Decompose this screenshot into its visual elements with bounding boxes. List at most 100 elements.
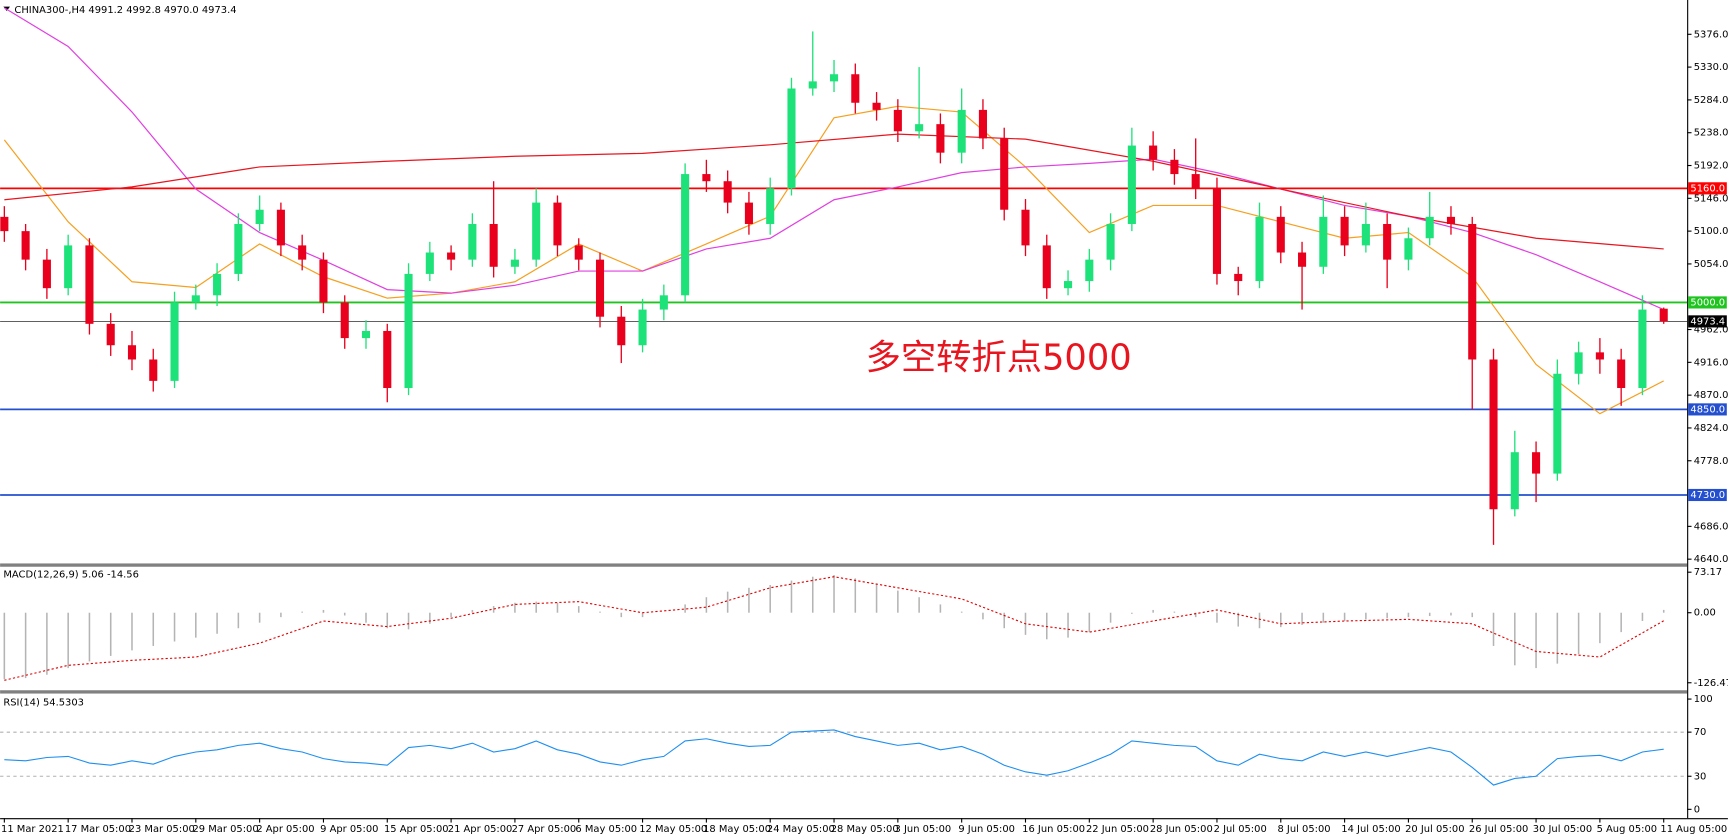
candle-body bbox=[170, 302, 179, 381]
candle-body bbox=[21, 231, 30, 260]
candle-body bbox=[298, 245, 307, 260]
candle-body bbox=[617, 316, 626, 346]
price-level-label: 4973.4 bbox=[1690, 316, 1725, 327]
candle-body bbox=[851, 74, 860, 103]
candle-body bbox=[595, 259, 605, 317]
y-tick-label: 4640.0 bbox=[1694, 554, 1728, 565]
candle-body bbox=[893, 109, 902, 132]
candle-body bbox=[872, 102, 881, 110]
symbol-header: CHINA300-,H4 4991.2 4992.8 4970.0 4973.4 bbox=[14, 5, 236, 16]
candle-body bbox=[1361, 223, 1370, 246]
candle-body bbox=[744, 202, 753, 224]
candle-body bbox=[1574, 352, 1583, 374]
candle-body bbox=[1149, 145, 1158, 160]
candle-body bbox=[829, 74, 839, 82]
x-tick-label: 26 Jul 05:00 bbox=[1469, 824, 1528, 835]
x-tick-label: 9 Apr 05:00 bbox=[320, 824, 378, 835]
y-tick-label: -126.47 bbox=[1694, 678, 1728, 689]
plot-layer: 5376.0 5330.0 5284.0 5238.0 5192.0 5146.0 5100… bbox=[0, 7, 1728, 835]
price-level-tag bbox=[1688, 403, 1727, 416]
price-level-tag bbox=[1688, 315, 1727, 328]
y-tick-label: 5146.0 bbox=[1694, 193, 1728, 204]
candle-body bbox=[1510, 452, 1519, 510]
y-tick-label: 0.00 bbox=[1694, 608, 1716, 619]
candle-body bbox=[425, 252, 434, 274]
x-tick-label: 28 Jun 05:00 bbox=[1150, 824, 1213, 835]
price-level-label: 4730.0 bbox=[1690, 490, 1725, 501]
candle-body bbox=[1468, 223, 1477, 360]
y-tick-label: 100 bbox=[1694, 694, 1713, 705]
candle-body bbox=[85, 245, 94, 324]
candle-body bbox=[1063, 281, 1073, 289]
candle-body bbox=[127, 345, 137, 360]
x-tick-label: 21 Apr 05:00 bbox=[448, 824, 513, 835]
candle-body bbox=[1106, 223, 1115, 260]
candle-body bbox=[1553, 373, 1562, 474]
rsi-line bbox=[4, 729, 1664, 786]
candle-body bbox=[1489, 359, 1498, 510]
candle-body bbox=[1383, 223, 1392, 260]
x-tick-label: 6 May 05:00 bbox=[575, 824, 637, 835]
candle-body bbox=[553, 202, 562, 246]
candle-body bbox=[1042, 245, 1051, 289]
y-tick-label: 5238.0 bbox=[1694, 128, 1728, 139]
x-tick-label: 22 Jun 05:00 bbox=[1086, 824, 1149, 835]
candle-body bbox=[1319, 216, 1328, 267]
candle-body bbox=[1127, 145, 1136, 224]
y-tick-label: 5330.0 bbox=[1694, 62, 1728, 73]
candle-body bbox=[42, 259, 51, 289]
x-tick-label: 2 Jul 05:00 bbox=[1214, 824, 1267, 835]
candle-body bbox=[213, 273, 222, 296]
candle-body bbox=[681, 174, 690, 296]
candle-body bbox=[1595, 352, 1604, 360]
y-tick-label: 0 bbox=[1694, 804, 1700, 815]
candle-body bbox=[383, 330, 392, 389]
candle-body bbox=[1276, 216, 1285, 253]
candle-body bbox=[978, 109, 987, 139]
y-tick-label: 4962.0 bbox=[1694, 325, 1728, 336]
x-tick-label: 8 Jul 05:00 bbox=[1277, 824, 1330, 835]
candle-body bbox=[1255, 216, 1264, 282]
x-tick-label: 11 Mar 2021 bbox=[1, 824, 64, 835]
candle-body bbox=[361, 330, 371, 339]
price-level-tag bbox=[1688, 296, 1727, 309]
y-tick-label: 5054.0 bbox=[1694, 259, 1728, 270]
y-tick-label: 5192.0 bbox=[1694, 161, 1728, 172]
candle-body bbox=[1000, 138, 1009, 210]
y-tick-label: 4916.0 bbox=[1694, 357, 1728, 368]
candle-body bbox=[404, 273, 413, 389]
candle-body bbox=[1021, 209, 1030, 246]
price-level-tag bbox=[1688, 182, 1727, 195]
price-level-label: 4850.0 bbox=[1690, 404, 1725, 415]
y-tick-label: 4778.0 bbox=[1694, 456, 1728, 467]
macd-signal bbox=[4, 576, 1664, 681]
candle-body bbox=[915, 124, 924, 132]
candle-body bbox=[489, 223, 498, 267]
y-tick-label: 30 bbox=[1694, 771, 1707, 782]
x-tick-label: 23 Mar 05:00 bbox=[129, 824, 195, 835]
candle-body bbox=[276, 209, 285, 246]
candle-body bbox=[1404, 238, 1413, 260]
rsi-title: RSI(14) 54.5303 bbox=[3, 697, 84, 708]
candle-body bbox=[936, 124, 945, 153]
candle-body bbox=[191, 295, 200, 303]
candle-body bbox=[1212, 188, 1222, 274]
candle-body bbox=[1659, 308, 1668, 322]
candle-body bbox=[1446, 216, 1456, 224]
x-tick-label: 9 Jun 05:00 bbox=[958, 824, 1015, 835]
candle-body bbox=[447, 252, 456, 260]
macd-title: MACD(12,26,9) 5.06 -14.56 bbox=[3, 569, 139, 580]
candle-body bbox=[1617, 359, 1626, 389]
candle-body bbox=[0, 216, 9, 232]
x-tick-label: 30 Jul 05:00 bbox=[1533, 824, 1592, 835]
candle-body bbox=[255, 209, 264, 224]
x-tick-label: 12 May 05:00 bbox=[639, 824, 707, 835]
x-tick-label: 2 Apr 05:00 bbox=[256, 824, 314, 835]
y-tick-label: 70 bbox=[1694, 727, 1707, 738]
annotation: 多空转折点5000 bbox=[866, 337, 1132, 378]
candle-body bbox=[1532, 452, 1541, 474]
candle-body bbox=[1425, 216, 1434, 239]
price-level-tag bbox=[1688, 488, 1727, 502]
y-tick-label: 5100.0 bbox=[1694, 226, 1728, 237]
